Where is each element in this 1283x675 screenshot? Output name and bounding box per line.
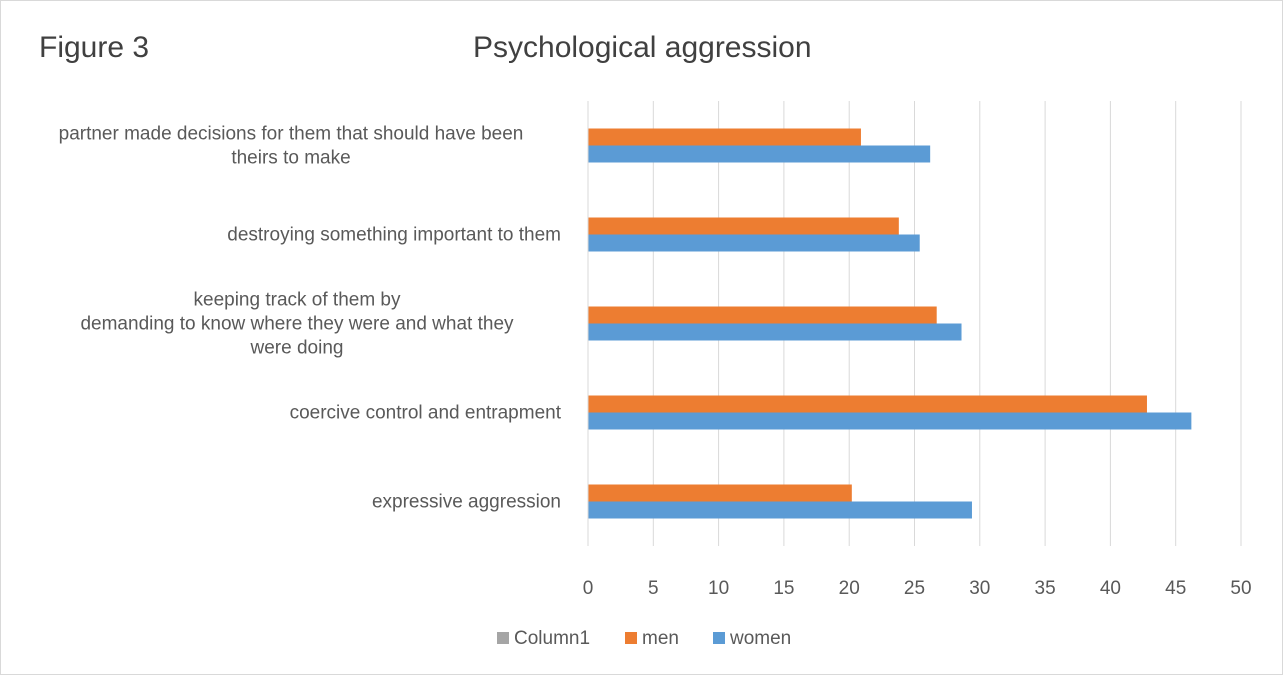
x-tick-label: 20 xyxy=(839,578,860,599)
category-label: demanding to know where they were and wh… xyxy=(80,314,514,335)
legend-swatch-column1 xyxy=(497,632,509,644)
legend-label-women: women xyxy=(729,628,791,649)
x-tick-label: 35 xyxy=(1035,578,1056,599)
bar-men xyxy=(588,484,852,502)
legend-swatch-men xyxy=(625,632,637,644)
bar-women xyxy=(588,234,920,252)
bar-women xyxy=(588,323,962,341)
x-tick-label: 25 xyxy=(904,578,925,599)
category-label: coercive control and entrapment xyxy=(290,403,562,424)
x-tick-label: 30 xyxy=(969,578,990,599)
bar-men xyxy=(588,128,861,146)
x-tick-label: 45 xyxy=(1165,578,1186,599)
category-label: keeping track of them by xyxy=(194,290,401,311)
bar-men xyxy=(588,395,1147,413)
category-label: partner made decisions for them that sho… xyxy=(59,124,524,145)
bar-women xyxy=(588,501,972,519)
chart-title: Psychological aggression xyxy=(473,31,812,64)
x-tick-label: 15 xyxy=(773,578,794,599)
legend-swatch-women xyxy=(713,632,725,644)
x-tick-label: 50 xyxy=(1230,578,1251,599)
bar-women xyxy=(588,412,1192,430)
x-tick-label: 40 xyxy=(1100,578,1121,599)
figure-label: Figure 3 xyxy=(39,31,150,64)
bar-men xyxy=(588,306,937,324)
legend-label-column1: Column1 xyxy=(514,628,590,649)
legend-label-men: men xyxy=(642,628,679,649)
category-label: were doing xyxy=(250,338,344,359)
x-tick-label: 5 xyxy=(648,578,659,599)
category-label: expressive aggression xyxy=(372,492,561,513)
x-tick-label: 0 xyxy=(583,578,594,599)
x-tick-label: 10 xyxy=(708,578,729,599)
category-label: theirs to make xyxy=(231,148,350,169)
bar-women xyxy=(588,145,931,163)
bar-men xyxy=(588,217,899,235)
category-label: destroying something important to them xyxy=(227,225,561,246)
